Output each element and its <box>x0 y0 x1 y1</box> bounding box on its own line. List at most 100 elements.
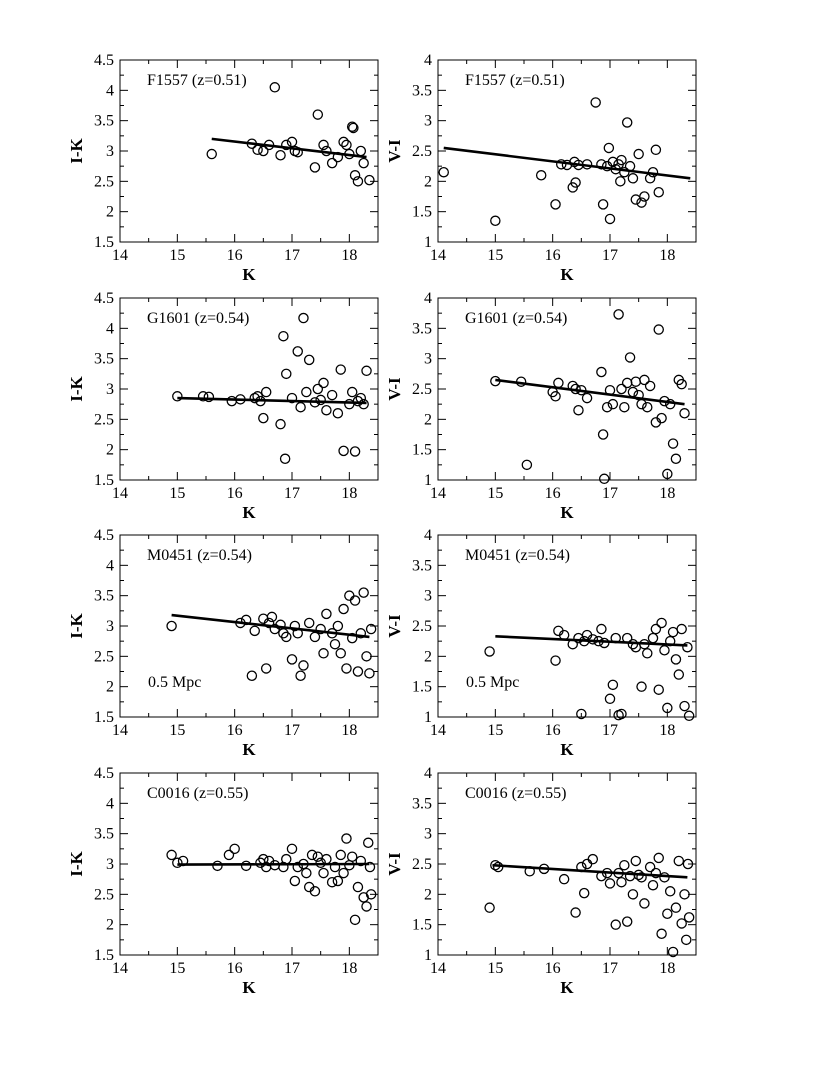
y-tick-label: 2 <box>424 173 432 190</box>
y-tick-label: 1.5 <box>94 472 114 489</box>
data-point <box>365 889 377 900</box>
data-point <box>438 166 449 178</box>
data-point <box>348 122 359 134</box>
data-point <box>621 117 633 128</box>
y-tick-label: 3.5 <box>412 557 432 574</box>
x-axis-label: K <box>560 265 574 284</box>
data-point <box>309 886 321 897</box>
x-tick-label: 17 <box>284 247 300 264</box>
data-point <box>681 934 692 946</box>
x-tick-label: 15 <box>169 722 185 739</box>
y-tick-label: 1.5 <box>412 917 432 934</box>
data-point <box>318 377 329 389</box>
data-point <box>229 843 240 855</box>
data-point <box>335 849 346 861</box>
y-tick-label: 1 <box>424 472 432 489</box>
y-axis-label: V-I <box>385 852 404 876</box>
data-point <box>341 833 352 844</box>
x-tick-label: 17 <box>602 247 618 264</box>
data-point <box>301 867 312 879</box>
y-tick-label: 3 <box>424 826 432 843</box>
x-tick-label: 17 <box>602 722 618 739</box>
data-point <box>329 638 341 650</box>
data-point <box>630 855 642 867</box>
data-point <box>358 587 369 598</box>
y-tick-label: 4.5 <box>94 765 114 782</box>
data-point <box>338 867 349 879</box>
data-point <box>344 590 355 601</box>
data-point <box>639 191 650 202</box>
data-point <box>621 916 633 927</box>
data-point <box>621 377 633 389</box>
data-point <box>570 177 581 188</box>
data-point <box>309 162 321 173</box>
x-tick-label: 17 <box>284 722 300 739</box>
data-point <box>281 139 292 151</box>
x-tick-label: 17 <box>284 960 300 977</box>
data-point <box>636 398 647 410</box>
data-point <box>326 876 338 888</box>
x-tick-label: 18 <box>341 485 357 502</box>
data-point <box>286 136 298 148</box>
x-tick-label: 17 <box>602 485 618 502</box>
data-point <box>352 666 364 677</box>
data-point <box>683 912 695 923</box>
data-point <box>639 898 650 909</box>
y-axis-label: V-I <box>385 614 404 638</box>
fit-line <box>492 863 688 879</box>
data-point <box>553 377 564 389</box>
x-axis-label: K <box>242 978 256 997</box>
data-point <box>627 173 639 184</box>
data-point <box>662 702 673 714</box>
data-point <box>627 386 639 398</box>
panel-title: G1601 (z=0.54) <box>465 310 567 327</box>
data-point <box>644 861 656 873</box>
data-point <box>667 438 679 449</box>
chart-panel-C0016-IK: 14 15 16 17 18 1.5 2 2.5 3 3.5 4 4.5 K I-K C0016 (z=0.… <box>67 765 379 997</box>
chart-panel-G1601-IK: 14 15 16 17 18 1.5 2 2.5 3 3.5 4 4.5 K I-K G1601 (z=0.… <box>67 290 379 522</box>
x-tick-label: 18 <box>659 247 675 264</box>
data-point <box>275 149 286 161</box>
data-point <box>587 634 599 645</box>
data-point <box>341 139 352 151</box>
data-point <box>363 837 374 849</box>
data-point <box>653 324 664 335</box>
x-tick-label: 14 <box>112 247 128 264</box>
data-point <box>578 887 590 899</box>
data-point <box>355 855 367 867</box>
data-point <box>597 199 609 210</box>
data-point <box>587 853 599 865</box>
fit-line <box>495 635 688 647</box>
x-tick-label: 16 <box>227 960 243 977</box>
data-point <box>535 170 547 181</box>
data-point <box>358 157 369 169</box>
x-tick-label: 16 <box>545 247 561 264</box>
data-point <box>604 878 616 889</box>
data-point <box>624 352 636 363</box>
data-point <box>573 404 584 416</box>
data-point <box>581 858 593 870</box>
y-tick-label: 4 <box>424 527 432 544</box>
y-tick-label: 1.5 <box>412 204 432 221</box>
data-point <box>349 914 361 926</box>
data-point <box>278 330 289 342</box>
y-tick-label: 1 <box>424 234 432 251</box>
y-axis-label: V-I <box>385 377 404 401</box>
data-point <box>226 395 238 407</box>
data-point <box>484 646 495 657</box>
data-point <box>676 623 687 635</box>
y-tick-label: 3 <box>106 143 114 160</box>
data-point <box>332 408 344 419</box>
y-tick-label: 1.5 <box>412 679 432 696</box>
data-point <box>642 648 653 659</box>
data-point <box>647 632 659 644</box>
y-tick-label: 4 <box>424 765 432 782</box>
data-point <box>269 82 281 93</box>
data-point <box>349 595 361 606</box>
data-point <box>364 861 376 873</box>
data-point <box>332 875 344 887</box>
data-point <box>301 386 312 398</box>
x-tick-label: 17 <box>284 485 300 502</box>
data-point <box>326 157 338 169</box>
data-point <box>656 928 667 940</box>
